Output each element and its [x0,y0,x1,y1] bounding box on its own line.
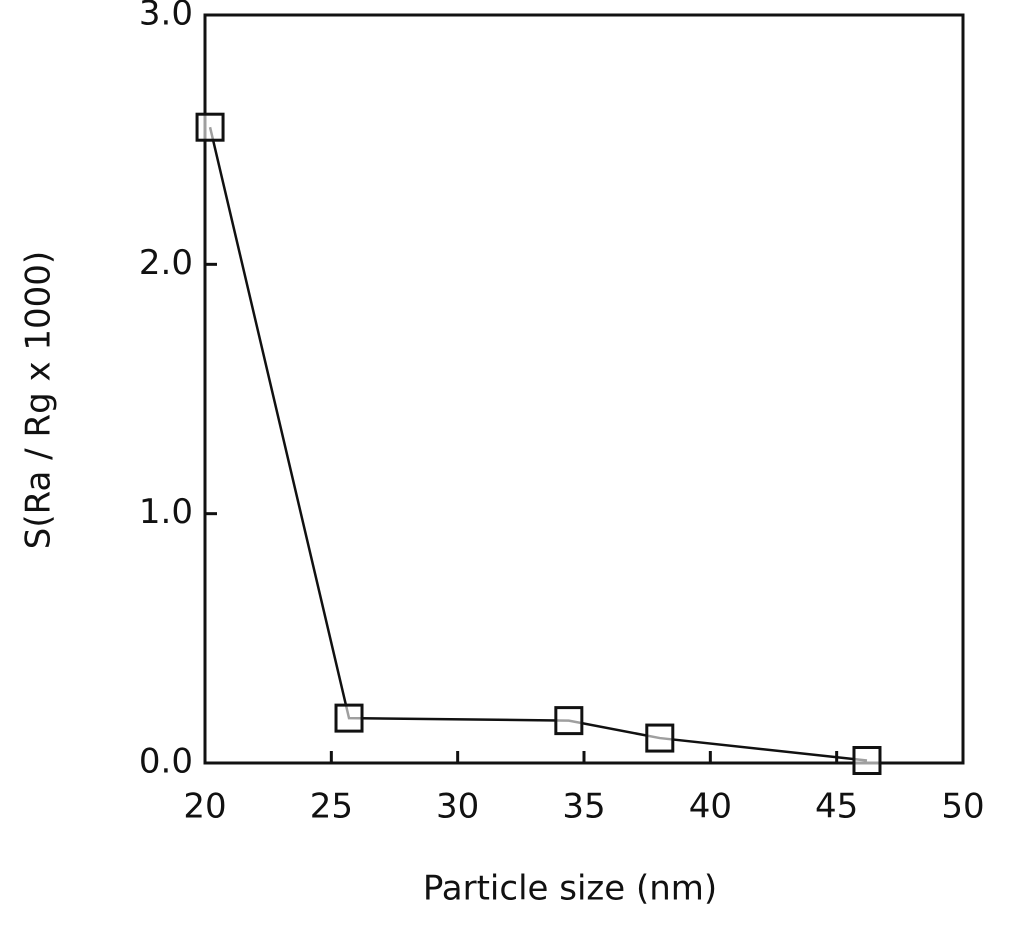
y-tick-label: 0.0 [139,742,193,782]
x-tick-label: 25 [310,787,353,827]
y-tick-label: 1.0 [139,492,193,532]
x-tick-label: 30 [436,787,479,827]
data-marker [195,112,225,142]
data-marker [334,703,364,733]
data-line [208,126,868,762]
x-tick-label: 45 [815,787,858,827]
x-tick-label: 40 [689,787,732,827]
plot-frame [203,13,965,765]
y-axis-label: S(Ra / Rg x 1000) [19,251,59,549]
x-tick-label: 50 [941,787,984,827]
data-marker [645,723,675,753]
y-tick-label: 3.0 [139,0,193,34]
y-tick-label: 2.0 [139,243,193,283]
x-axis-label: Particle size (nm) [423,869,717,909]
x-tick-label: 20 [183,787,226,827]
data-marker [554,706,584,736]
x-tick-label: 35 [562,787,605,827]
data-marker [852,746,882,776]
